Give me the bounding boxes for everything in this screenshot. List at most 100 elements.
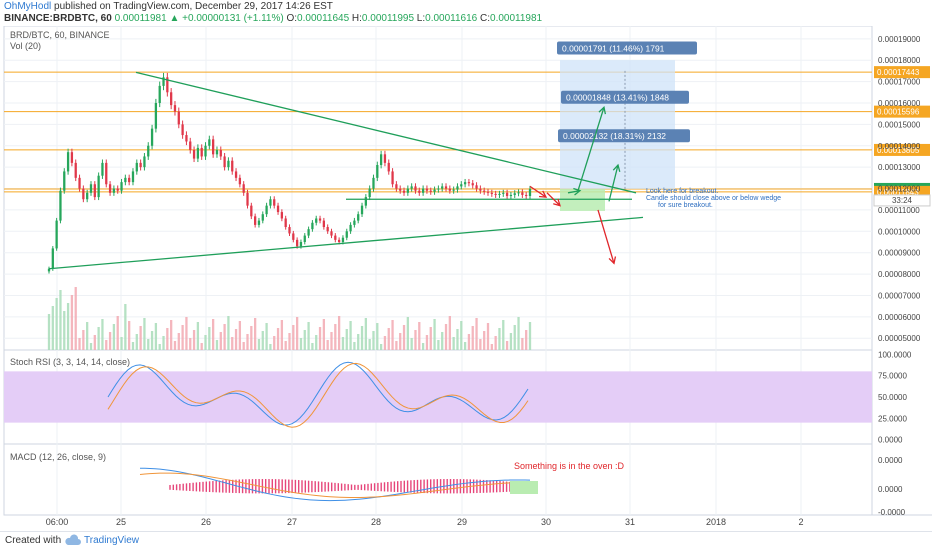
- price-tick-label[interactable]: 0.00012000: [878, 185, 921, 194]
- time-tick-label[interactable]: 29: [457, 517, 467, 527]
- volume-bar: [131, 342, 135, 350]
- trading-chart[interactable]: 0.000174430.000155960.000138050.00011981…: [0, 26, 932, 531]
- volume-bar: [311, 343, 314, 350]
- candle-body: [70, 152, 74, 163]
- target-label-box[interactable]: [558, 129, 690, 143]
- target-label-box[interactable]: [561, 90, 689, 104]
- up-arrow-small[interactable]: [567, 190, 581, 194]
- candle-body: [486, 191, 490, 193]
- volume-bar: [498, 328, 501, 350]
- candle-body: [292, 233, 295, 240]
- time-tick-label[interactable]: 30: [541, 517, 551, 527]
- volume-bar: [490, 344, 493, 350]
- candle-body: [212, 139, 215, 155]
- price-tick-label[interactable]: 0.00016000: [878, 99, 921, 108]
- volume-bar: [166, 328, 169, 350]
- price-tick-label[interactable]: 0.00013000: [878, 163, 921, 172]
- time-tick-label[interactable]: 2: [798, 517, 803, 527]
- volume-bar: [288, 333, 291, 350]
- brand-link[interactable]: TradingView: [84, 535, 140, 546]
- volume-bar: [326, 340, 329, 350]
- candle-body: [322, 220, 326, 228]
- volume-bar: [418, 322, 421, 350]
- macd-tick-label[interactable]: 0.0000: [878, 485, 903, 494]
- volume-bar: [483, 331, 486, 350]
- price-axis[interactable]: 0.00019000 0.00018000 0.00017000 0.00016000…: [878, 35, 921, 517]
- time-tick-label[interactable]: 06:00: [46, 517, 69, 527]
- candle-body: [131, 171, 135, 183]
- price-tick-label[interactable]: 0.00018000: [878, 56, 921, 65]
- time-tick-label[interactable]: 31: [625, 517, 635, 527]
- volume-bar: [93, 335, 96, 350]
- candle-body: [158, 85, 161, 103]
- up-arrow-target-2-head: [598, 105, 607, 115]
- volume-bar: [204, 335, 207, 350]
- volume-bar: [143, 318, 146, 350]
- breakout-note-3: for sure breakout.: [658, 202, 713, 209]
- candle-body: [471, 183, 474, 186]
- stoch-tick-label[interactable]: 100.0000: [878, 350, 912, 359]
- price-tick-label[interactable]: 0.00017000: [878, 78, 921, 87]
- scenario-arrows[interactable]: [529, 105, 621, 265]
- volume-bar: [170, 320, 173, 350]
- macd-tick-label[interactable]: 0.0000: [878, 456, 903, 465]
- volume-bar: [154, 323, 158, 350]
- candle-body: [196, 147, 200, 159]
- up-arrow-target-1[interactable]: [608, 164, 619, 202]
- candle-body: [227, 160, 230, 168]
- price-tick-label[interactable]: 0.00014000: [878, 142, 921, 151]
- wedge-trendlines[interactable]: [48, 71, 644, 270]
- stoch-tick-label[interactable]: 75.0000: [878, 372, 907, 381]
- time-tick-label[interactable]: 28: [371, 517, 381, 527]
- macd-title: MACD (12, 26, close, 9): [10, 452, 106, 462]
- up-arrow-target-2[interactable]: [577, 107, 605, 191]
- price-tick-label[interactable]: 0.00009000: [878, 249, 921, 258]
- last-price: 0.00011981: [114, 13, 167, 24]
- candle-body: [78, 177, 81, 189]
- volume-bar: [330, 332, 333, 350]
- low-value: 0.00011616: [425, 13, 478, 24]
- price-tick-label[interactable]: 0.00019000: [878, 35, 921, 44]
- candle-body: [219, 150, 222, 157]
- down-arrow-mid[interactable]: [546, 192, 561, 207]
- down-arrow-large[interactable]: [597, 209, 615, 264]
- wedge-trendline[interactable]: [135, 71, 637, 194]
- time-tick-label[interactable]: 26: [201, 517, 211, 527]
- time-tick-label[interactable]: 2018: [706, 517, 726, 527]
- volume-bar: [376, 323, 379, 350]
- candle-body: [299, 242, 303, 247]
- author-link[interactable]: OhMyHodl: [4, 1, 52, 12]
- volume-bar: [391, 320, 394, 350]
- candle-body: [406, 188, 409, 193]
- down-arrow-large-head: [608, 256, 617, 265]
- candle-body: [395, 184, 398, 189]
- price-tick-label[interactable]: 0.00005000: [878, 334, 921, 343]
- volume-bar: [364, 318, 367, 350]
- price-tick-label[interactable]: 0.00008000: [878, 270, 921, 279]
- price-tick-label[interactable]: 0.00011000: [878, 206, 920, 215]
- volume-bar: [66, 303, 70, 350]
- stoch-tick-label[interactable]: 0.0000: [878, 436, 903, 445]
- price-tick-label[interactable]: 0.00006000: [878, 313, 921, 322]
- time-axis[interactable]: 06:00 25 26 27 28 29 30 31 2018 2: [46, 517, 804, 527]
- price-tick-label[interactable]: 0.00015000: [878, 120, 921, 129]
- candle-body: [139, 162, 142, 168]
- volume-bar: [55, 298, 58, 350]
- down-arrow-small[interactable]: [529, 185, 547, 198]
- candle-body: [51, 248, 54, 269]
- stoch-tick-label[interactable]: 50.0000: [878, 393, 907, 402]
- candle-body: [150, 128, 154, 146]
- cloud-icon: [65, 534, 81, 545]
- candle-body: [181, 124, 184, 136]
- time-tick-label[interactable]: 27: [287, 517, 297, 527]
- time-tick-label[interactable]: 25: [116, 517, 126, 527]
- target-label-box[interactable]: [557, 41, 697, 55]
- volume-bar: [448, 316, 451, 350]
- macd-tick-label[interactable]: -0.0000: [878, 508, 906, 517]
- price-tick-label[interactable]: 0.00010000: [878, 227, 921, 236]
- price-tick-label[interactable]: 0.00007000: [878, 291, 921, 300]
- candle-body: [89, 184, 93, 193]
- wedge-trendline[interactable]: [48, 216, 644, 270]
- volume-bar: [315, 335, 318, 350]
- stoch-tick-label[interactable]: 25.0000: [878, 414, 907, 423]
